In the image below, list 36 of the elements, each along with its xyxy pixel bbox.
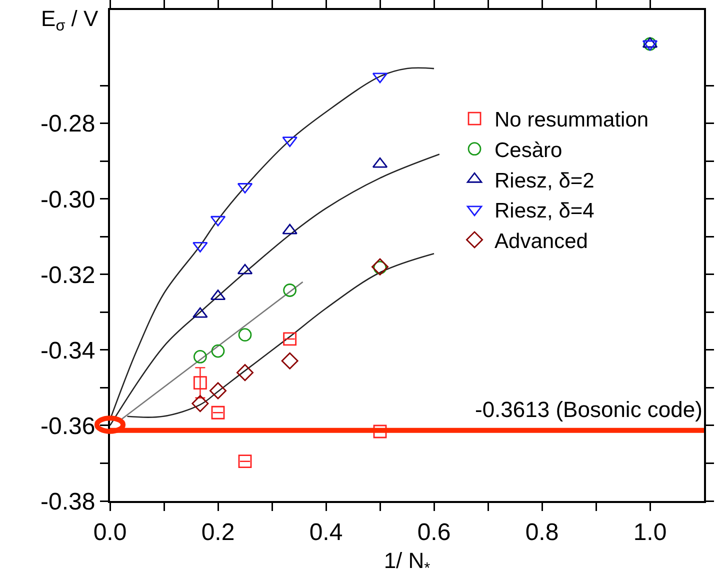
- legend-label: Cesàro: [494, 139, 562, 162]
- x-tick-label: 0.0: [93, 518, 127, 546]
- y-tick-label: -0.32: [40, 262, 96, 289]
- point: [643, 37, 657, 51]
- point: [211, 406, 225, 420]
- point: [283, 332, 297, 346]
- point: [281, 352, 298, 370]
- point: [210, 382, 226, 400]
- y-tick-label: -0.36: [40, 412, 96, 440]
- point: [192, 395, 209, 412]
- point: [283, 284, 297, 297]
- point: [236, 364, 254, 382]
- x-tick-label: 0.8: [525, 518, 559, 546]
- ref-line-label: -0.3613 (Bosonic code): [475, 397, 702, 422]
- line-series: [126, 252, 435, 418]
- y-tick-label: -0.28: [40, 110, 96, 138]
- y-tick-label: -0.38: [40, 488, 96, 516]
- point: [373, 424, 387, 438]
- legend-label: Riesz, δ=2: [494, 169, 594, 192]
- legend-label: Advanced: [494, 230, 588, 253]
- point: [193, 376, 207, 390]
- x-axis-title: 1/ N$_{*}$: [384, 548, 430, 577]
- legend-label: Riesz, δ=4: [494, 200, 595, 223]
- y-axis-title: E$_{σ}$ / V: [41, 6, 99, 35]
- point: [238, 328, 252, 342]
- x-tick-label: 1.0: [633, 518, 667, 546]
- point: [192, 242, 208, 252]
- y-tick-label: -0.34: [40, 337, 96, 364]
- point: [193, 350, 207, 364]
- x-tick-label: 0.6: [417, 518, 451, 546]
- point: [211, 344, 225, 358]
- x-tick-label: 0.2: [201, 518, 235, 546]
- legend-label: No resummation: [494, 108, 649, 132]
- x-tick-label: 0.4: [309, 518, 343, 546]
- point: [238, 454, 252, 468]
- y-tick-label: -0.30: [40, 186, 96, 214]
